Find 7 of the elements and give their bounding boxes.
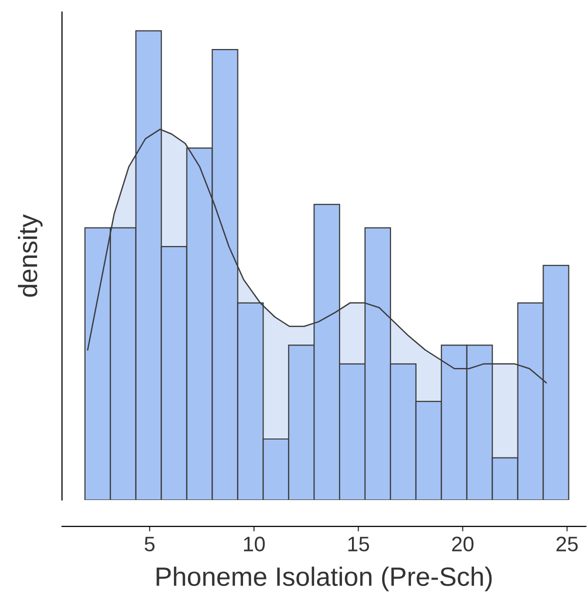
x-axis-title: Phoneme Isolation (Pre-Sch): [156, 566, 492, 592]
x-tick-label: 20: [452, 536, 474, 552]
y-axis-title: density: [18, 214, 43, 297]
x-tick-label: 10: [244, 536, 265, 552]
x-tick-label: 25: [556, 536, 578, 552]
x-tick-label: 5: [144, 536, 155, 552]
x-tick-label: 15: [348, 536, 370, 552]
